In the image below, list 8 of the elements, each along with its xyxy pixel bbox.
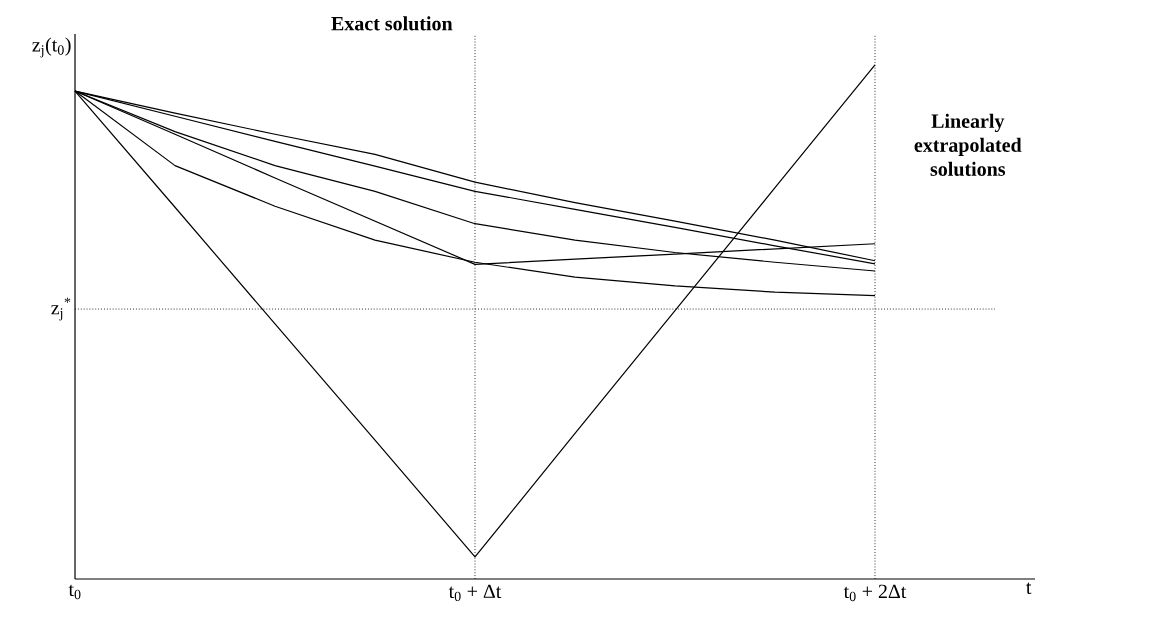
annotation: Linearly extrapolated solutions — [914, 113, 1022, 176]
x-tick-label: t$_{0}$ + 2Δt — [843, 584, 907, 602]
x-tick-label: t$_{0}$ + Δt — [448, 584, 502, 602]
ref-line-label: z$_{j}$* — [51, 297, 71, 321]
x-axis-title: t — [1026, 582, 1032, 594]
x-tick-label: t$_{0}$ — [68, 584, 81, 600]
text: Exact solution — [331, 16, 453, 31]
y-axis-title: z$_{j}$(t$_{0}$) — [32, 37, 71, 58]
